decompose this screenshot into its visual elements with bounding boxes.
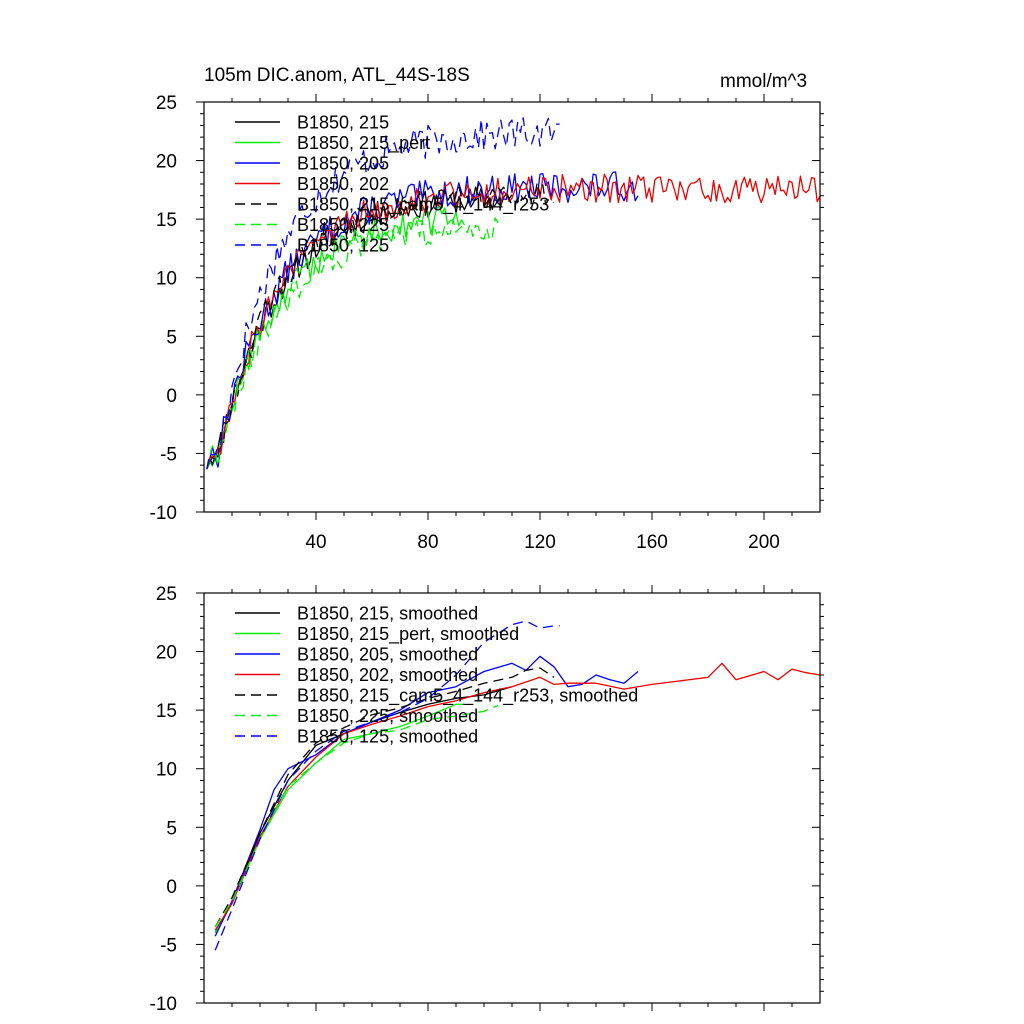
legend-label: B1850, 202 — [297, 174, 389, 194]
series-line-6 — [206, 117, 560, 470]
series-line-5 — [214, 704, 499, 928]
legend-label: B1850, 215, smoothed — [297, 604, 478, 624]
y-tick-label: 0 — [166, 386, 177, 407]
series-line-5 — [206, 217, 499, 470]
series-group — [214, 620, 820, 951]
legend-label: B1850, 125, smoothed — [297, 727, 478, 747]
legend-label: B1850, 215_pert, smoothed — [297, 624, 519, 645]
y-tick-label: 0 — [166, 877, 177, 898]
y-tick-label: 25 — [156, 93, 177, 114]
y-tick-label: 15 — [156, 210, 177, 231]
series-line-3 — [214, 662, 820, 931]
y-tick-label: 25 — [156, 584, 177, 605]
x-tick-label: 80 — [417, 532, 438, 553]
y-tick-label: -10 — [150, 503, 177, 524]
y-tick-label: 15 — [156, 701, 177, 722]
y-tick-label: 5 — [166, 818, 177, 839]
y-tick-label: -5 — [160, 935, 177, 956]
y-tick-label: 5 — [166, 327, 177, 348]
x-tick-label: 200 — [748, 532, 780, 553]
legend-label: B1850, 205 — [297, 154, 389, 174]
x-tick-label: 160 — [636, 532, 668, 553]
legend-label: B1850, 225, smoothed — [297, 706, 478, 726]
legend-label: B1850, 215_cam5_4_144_r253 — [297, 195, 549, 216]
series-line-2 — [214, 655, 639, 937]
chart-title: 105m DIC.anom, ATL_44S-18S — [204, 65, 470, 86]
x-tick-label: 40 — [305, 532, 326, 553]
legend-label: B1850, 205, smoothed — [297, 645, 478, 665]
legend-label: B1850, 125 — [297, 236, 389, 256]
legend-label: B1850, 225 — [297, 215, 389, 235]
series-line-4 — [206, 181, 555, 470]
legend-label: B1850, 215_cam5_4_144_r253, smoothed — [297, 686, 638, 707]
legend-label: B1850, 215_pert — [297, 133, 430, 154]
y-tick-label: -10 — [150, 994, 177, 1015]
legend-label: B1850, 215 — [297, 113, 389, 133]
series-group — [206, 117, 820, 470]
series-line-3 — [206, 173, 820, 470]
x-tick-label: 120 — [524, 532, 556, 553]
series-line-2 — [206, 171, 639, 470]
units-label: mmol/m^3 — [720, 71, 808, 92]
y-tick-label: 10 — [156, 269, 177, 290]
series-line-6 — [214, 620, 560, 951]
y-tick-label: -5 — [160, 444, 177, 465]
y-tick-label: 20 — [156, 152, 177, 173]
series-line-1 — [206, 206, 465, 470]
y-tick-label: 20 — [156, 643, 177, 664]
legend-label: B1850, 202, smoothed — [297, 665, 478, 685]
y-tick-label: 10 — [156, 760, 177, 781]
